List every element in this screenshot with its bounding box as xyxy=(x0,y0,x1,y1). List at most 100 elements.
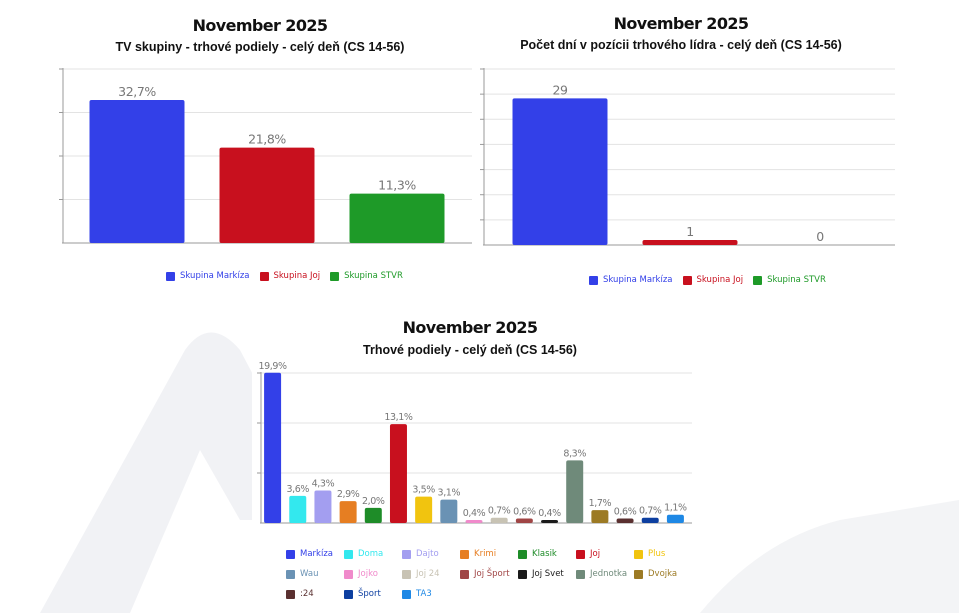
bar-sport xyxy=(641,517,659,523)
data-label-skupina-markiza: 29 xyxy=(552,82,568,97)
legend-item-jojko[interactable]: Jojko xyxy=(344,564,402,584)
legend-item-skupina-markiza[interactable]: Skupina Markíza xyxy=(166,266,250,286)
legend-label: :24 xyxy=(300,589,314,599)
data-label-krimi: 2,9% xyxy=(337,489,360,500)
legend-item-klasik[interactable]: Klasik xyxy=(518,544,576,564)
bar-skupina-stvr xyxy=(349,193,445,243)
legend-label: Dajto xyxy=(416,549,439,559)
legend-label: Joj 24 xyxy=(416,569,440,579)
data-label-klasik: 2,0% xyxy=(362,496,385,507)
legend-label: Markíza xyxy=(300,549,333,559)
legend-swatch xyxy=(634,569,643,579)
legend-item-dajto[interactable]: Dajto xyxy=(402,544,460,564)
legend-item-joj-sport[interactable]: Joj Šport xyxy=(460,564,518,584)
chart-3-legend: Markíza Doma Dajto Krimi Klasik Joj Plus Wau Joj… xyxy=(286,544,696,604)
legend-item-ta3[interactable]: TA3 xyxy=(402,584,460,604)
legend-swatch xyxy=(460,549,469,559)
bar-dajto xyxy=(314,490,332,523)
data-label-jojko: 0,4% xyxy=(463,508,486,519)
legend-swatch xyxy=(344,569,353,579)
legend-swatch xyxy=(576,569,585,579)
legend-label: Wau xyxy=(300,569,319,579)
legend-label: TA3 xyxy=(416,589,432,599)
legend-item-sport[interactable]: Šport xyxy=(344,584,402,604)
bar-joj-24 xyxy=(490,517,508,523)
data-label-joj-sport: 0,6% xyxy=(513,506,536,517)
legend-item-jednotka[interactable]: Jednotka xyxy=(576,564,634,584)
chart-3-plot: 19,9%3,6% 4,3%2,9%2,0%13,1%3,5% 3,1%0,4% 0,… xyxy=(257,361,692,524)
data-label-wau: 3,1% xyxy=(438,488,461,499)
bar-jojko xyxy=(465,519,483,523)
data-label-plus: 3,5% xyxy=(412,485,435,496)
bar-markiza xyxy=(264,372,282,523)
legend-label: Joj xyxy=(590,549,601,559)
data-label-joj-svet: 0,4% xyxy=(538,508,561,519)
legend-item-joj-svet[interactable]: Joj Svet xyxy=(518,564,576,584)
legend-item-24[interactable]: :24 xyxy=(286,584,344,604)
bar-doma xyxy=(289,495,307,523)
legend-label: Skupina Markíza xyxy=(180,271,250,281)
chart-1-plot: 32,7% 21,8% 11,3% xyxy=(59,68,472,244)
data-label-skupina-markiza: 32,7% xyxy=(118,84,156,99)
bar-dvojka xyxy=(591,510,609,523)
legend-label: Joj Svet xyxy=(532,569,564,579)
chart-2-plot: 29 1 0 xyxy=(480,68,895,246)
legend-label: Jojko xyxy=(358,569,378,579)
legend-label: Plus xyxy=(648,549,666,559)
legend-label: Doma xyxy=(358,549,384,559)
legend-item-markiza[interactable]: Markíza xyxy=(286,544,344,564)
chart-3-title: November 2025 xyxy=(402,318,538,337)
bar-joj-sport xyxy=(515,518,533,523)
bar-joj xyxy=(389,424,407,523)
legend-swatch xyxy=(634,549,643,559)
legend-label: Jednotka xyxy=(590,569,628,579)
chart-1-legend: Skupina Markíza Skupina Joj Skupina STVR xyxy=(166,266,466,286)
data-label-joj: 13,1% xyxy=(384,412,413,423)
legend-swatch xyxy=(402,589,411,599)
legend-swatch xyxy=(682,275,692,285)
legend-item-skupina-stvr[interactable]: Skupina STVR xyxy=(330,266,403,286)
legend-swatch xyxy=(460,569,469,579)
legend-label: Skupina Joj xyxy=(273,271,321,281)
bar-skupina-markiza xyxy=(89,99,185,243)
data-label-dajto: 4,3% xyxy=(312,479,335,490)
legend-label: Skupina Markíza xyxy=(603,275,673,285)
legend-label: Šport xyxy=(358,589,381,599)
legend-item-joj-24[interactable]: Joj 24 xyxy=(402,564,460,584)
legend-swatch xyxy=(589,275,598,285)
chart-2-legend: Skupina Markíza Skupina Joj Skupina STVR xyxy=(589,270,889,290)
legend-swatch xyxy=(286,549,295,559)
data-label-skupina-joj: 21,8% xyxy=(248,132,286,147)
legend-item-joj[interactable]: Joj xyxy=(576,544,634,564)
legend-label: Joj Šport xyxy=(474,569,510,579)
legend-item-skupina-joj[interactable]: Skupina Joj xyxy=(682,270,744,290)
data-label-jednotka: 8,3% xyxy=(563,448,586,459)
legend-item-plus[interactable]: Plus xyxy=(634,544,692,564)
legend-item-wau[interactable]: Wau xyxy=(286,564,344,584)
bar-skupina-joj xyxy=(219,147,315,243)
data-label-sport: 0,7% xyxy=(639,506,662,517)
chart-3-subtitle: Trhové podiely - celý deň (CS 14-56) xyxy=(363,343,577,357)
legend-label: Skupina STVR xyxy=(767,275,826,285)
bar-krimi xyxy=(339,501,357,523)
legend-item-skupina-markiza[interactable]: Skupina Markíza xyxy=(589,270,673,290)
data-label-skupina-stvr: 0 xyxy=(816,229,824,244)
legend-item-krimi[interactable]: Krimi xyxy=(460,544,518,564)
legend-item-skupina-stvr[interactable]: Skupina STVR xyxy=(753,270,826,290)
legend-swatch xyxy=(402,549,411,559)
legend-item-dvojka[interactable]: Dvojka xyxy=(634,564,692,584)
legend-swatch xyxy=(330,271,340,281)
legend-swatch xyxy=(518,549,527,559)
legend-label: Skupina Joj xyxy=(696,275,744,285)
legend-swatch xyxy=(286,589,295,599)
legend-swatch xyxy=(402,569,411,579)
legend-item-skupina-joj[interactable]: Skupina Joj xyxy=(259,266,321,286)
data-label-joj-24: 0,7% xyxy=(488,506,511,517)
chart-1-title: November 2025 xyxy=(192,16,328,35)
data-label-markiza: 19,9% xyxy=(258,361,287,372)
data-label-24: 0,6% xyxy=(614,506,637,517)
legend-item-doma[interactable]: Doma xyxy=(344,544,402,564)
bar-joj-svet xyxy=(541,519,559,523)
bar-plus xyxy=(415,496,433,523)
chart-2-title: November 2025 xyxy=(613,14,749,33)
